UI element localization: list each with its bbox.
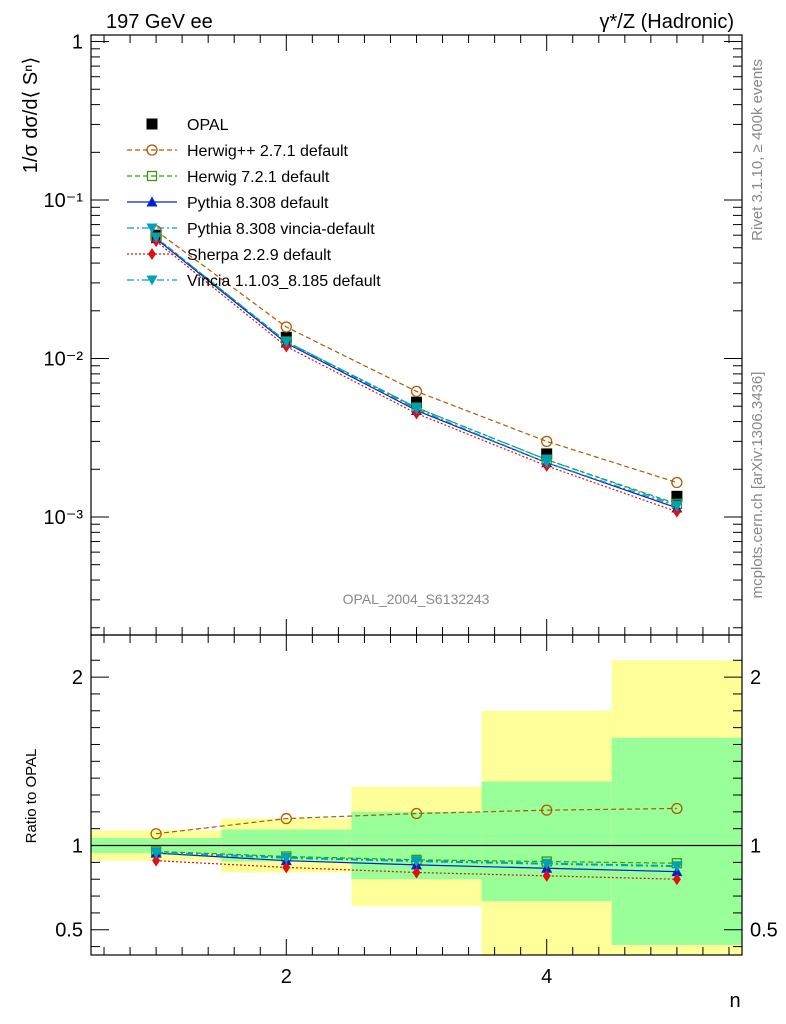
ratio-point (412, 866, 421, 879)
ratio-point (411, 857, 422, 868)
legend-label: Herwig++ 2.7.1 default (187, 143, 349, 160)
ratio-point (672, 873, 681, 886)
process-label: γ*/Z (Hadronic) (600, 11, 734, 33)
ratio-point (150, 848, 162, 859)
ratio-ylabel: Ratio to OPAL (23, 749, 40, 844)
energy-label: 197 GeV ee (106, 11, 213, 33)
legend-marker (148, 248, 156, 260)
main-point (411, 404, 422, 415)
legend-label: Vincia 1.1.03_8.185 default (187, 273, 381, 290)
main-point (541, 435, 553, 448)
ratio-point (541, 804, 553, 816)
green-band-bin-5 (611, 737, 742, 945)
x-tick-label: 4 (541, 966, 552, 988)
legend-item: Pythia 8.308 default (127, 195, 329, 212)
ratio-point (410, 807, 423, 820)
main-point (280, 337, 292, 348)
ratio-point (280, 853, 292, 864)
y-tick-label: 10⁻³ (44, 507, 84, 529)
ratio-point (152, 854, 161, 867)
ratio-point (541, 859, 553, 870)
legend-item: Herwig++ 2.7.1 default (127, 143, 349, 160)
ratio-y-tick-label: 2 (72, 667, 83, 689)
ratio-y-tick-label: 0.5 (750, 920, 778, 942)
legend-marker (146, 275, 158, 286)
legend-marker (146, 144, 158, 156)
y-tick-label: 1 (72, 32, 83, 54)
mcplots-label: mcplots.cern.ch [arXiv:1306.3436] (749, 372, 766, 599)
legend-marker (146, 196, 158, 207)
main-point (671, 501, 683, 512)
main-point (541, 458, 553, 469)
main-point (672, 505, 681, 518)
main-point (410, 385, 423, 398)
ratio-point (282, 861, 291, 874)
legend-item: OPAL (146, 117, 229, 134)
y-tick-label: 10⁻¹ (44, 190, 84, 212)
rivet-label: Rivet 3.1.10, ≥ 400k events (749, 59, 766, 241)
legend-marker (146, 170, 158, 182)
ratio-series (150, 802, 683, 886)
main-line-Vincia 1.1.03_8.185 default (155, 237, 678, 507)
ratio-y-tick-label: 1 (750, 836, 761, 858)
ratio-point (280, 812, 292, 825)
legend-item: Sherpa 2.2.9 default (127, 247, 332, 264)
main-point (671, 476, 683, 489)
ratio-y-tick-label: 0.5 (55, 920, 83, 942)
legend-label: Pythia 8.308 vincia-default (187, 221, 375, 238)
ratio-line-Herwig++ 2.7.1 default (156, 807, 677, 835)
ratio-point (150, 828, 162, 840)
legend-item: Herwig 7.2.1 default (127, 169, 330, 186)
main-point (541, 448, 553, 460)
green-band-bin-4 (481, 781, 612, 902)
legend-marker (146, 118, 158, 130)
legend-item: Vincia 1.1.03_8.185 default (127, 273, 381, 290)
analysis-id: OPAL_2004_S6132243 (343, 591, 490, 607)
ratio-y-tick-label: 1 (72, 836, 83, 858)
ratio-point (542, 869, 551, 882)
main-ylabel: 1/σ dσ/d⟨ Sⁿ⟩ (20, 57, 42, 174)
ratio-y-tick-label: 2 (750, 667, 761, 689)
y-tick-label: 10⁻² (44, 349, 84, 371)
main-point (671, 490, 683, 502)
legend-label: Herwig 7.2.1 default (187, 169, 330, 186)
main-line-Herwig++ 2.7.1 default (155, 230, 678, 484)
xlabel: n (729, 990, 740, 1012)
ratio-point (671, 802, 683, 815)
legend-label: Pythia 8.308 default (187, 195, 329, 212)
main-point (150, 233, 162, 244)
legend-item: Pythia 8.308 vincia-default (127, 221, 375, 238)
legend: OPAL Herwig++ 2.7.1 default Herwig 7.2.1 d… (127, 117, 381, 290)
main-series (150, 225, 683, 518)
main-point (411, 396, 422, 408)
legend-label: Sherpa 2.2.9 default (187, 247, 332, 264)
legend-label: OPAL (187, 117, 229, 134)
main-point (280, 321, 292, 333)
ratio-point (671, 862, 683, 873)
uncertainty-bands (91, 660, 742, 955)
axis-ticks: 1 10⁻¹ 10⁻² 10⁻³ 2 4 0.5 0.5 1 1 2 2 (44, 32, 778, 988)
legend-marker (146, 223, 158, 234)
x-tick-label: 2 (281, 966, 292, 988)
